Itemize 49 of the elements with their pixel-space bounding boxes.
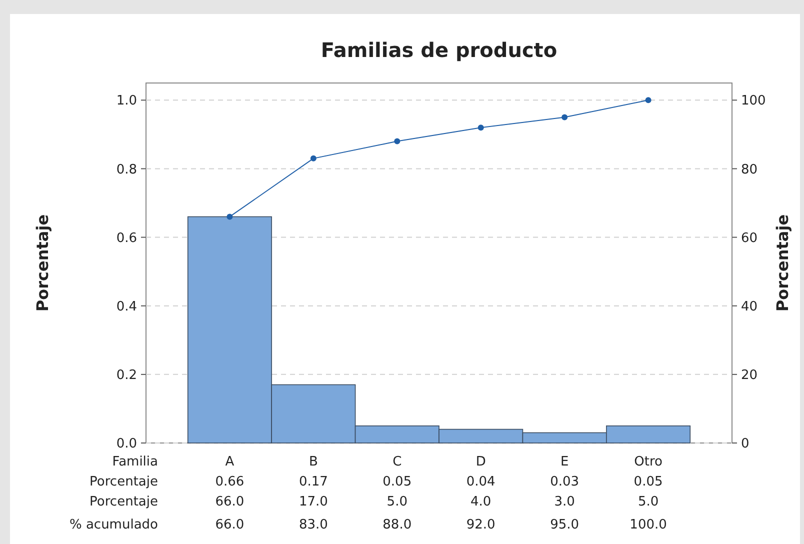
x-tick-label: E <box>560 454 569 470</box>
point <box>226 214 233 220</box>
text: Porcentaje <box>90 474 158 490</box>
y-tick-label: 0.8 <box>116 162 137 178</box>
y-tick-label: 0.6 <box>116 230 137 246</box>
text: 5.0 <box>386 494 408 510</box>
y-axis-title: Porcentaje <box>33 214 52 312</box>
chart-title: Familias de producto <box>320 38 558 62</box>
data-label: 92.0 <box>466 518 496 533</box>
point <box>562 114 568 120</box>
y-tick-label: 0.0 <box>116 436 137 452</box>
data-label: 88.0 <box>382 518 412 533</box>
x-tick-label: B <box>308 454 318 470</box>
text: 17.0 <box>298 494 328 510</box>
y2-tick-label: 80 <box>741 162 758 178</box>
x-tick-label: A <box>225 454 234 470</box>
data-label: 0.05 <box>634 474 663 490</box>
y2-tick-label: 40 <box>741 299 758 314</box>
y-tick-label: 0.4 <box>116 299 137 314</box>
data-label: 100.0 <box>630 518 667 533</box>
x-tick-label: D <box>476 454 486 470</box>
y2-tick-label: 60 <box>741 230 758 246</box>
x-axis-title: Familia <box>112 454 158 470</box>
text: 66.0 <box>215 494 244 510</box>
y-tick-label: 1.0 <box>116 94 137 109</box>
point <box>645 97 652 104</box>
y2-tick-label: 0 <box>741 436 750 452</box>
text: % acumulado <box>69 518 158 533</box>
text: 5.0 <box>638 494 659 510</box>
data-label: 0.05 <box>382 474 412 490</box>
text: Porcentaje <box>90 494 158 510</box>
y-tick-label: 0.2 <box>116 368 137 383</box>
x-tick-label: Otro <box>634 454 663 470</box>
y2-tick-label: 20 <box>741 368 758 383</box>
y2-axis-title: Porcentaje <box>773 214 792 312</box>
point <box>310 155 316 162</box>
y2-tick-label: 100 <box>741 94 766 109</box>
data-label: 0.04 <box>466 474 496 490</box>
data-label: 0.03 <box>550 474 580 490</box>
x-tick-label: C <box>392 454 402 470</box>
point <box>478 124 484 131</box>
data-label: 66.0 <box>215 518 244 533</box>
data-label: 95.0 <box>550 518 580 533</box>
text: 3.0 <box>554 494 575 510</box>
point <box>394 138 400 144</box>
text: 4.0 <box>470 494 492 510</box>
data-label: 83.0 <box>298 518 328 533</box>
data-label: 0.17 <box>298 474 328 490</box>
data-label: 0.66 <box>215 474 244 490</box>
